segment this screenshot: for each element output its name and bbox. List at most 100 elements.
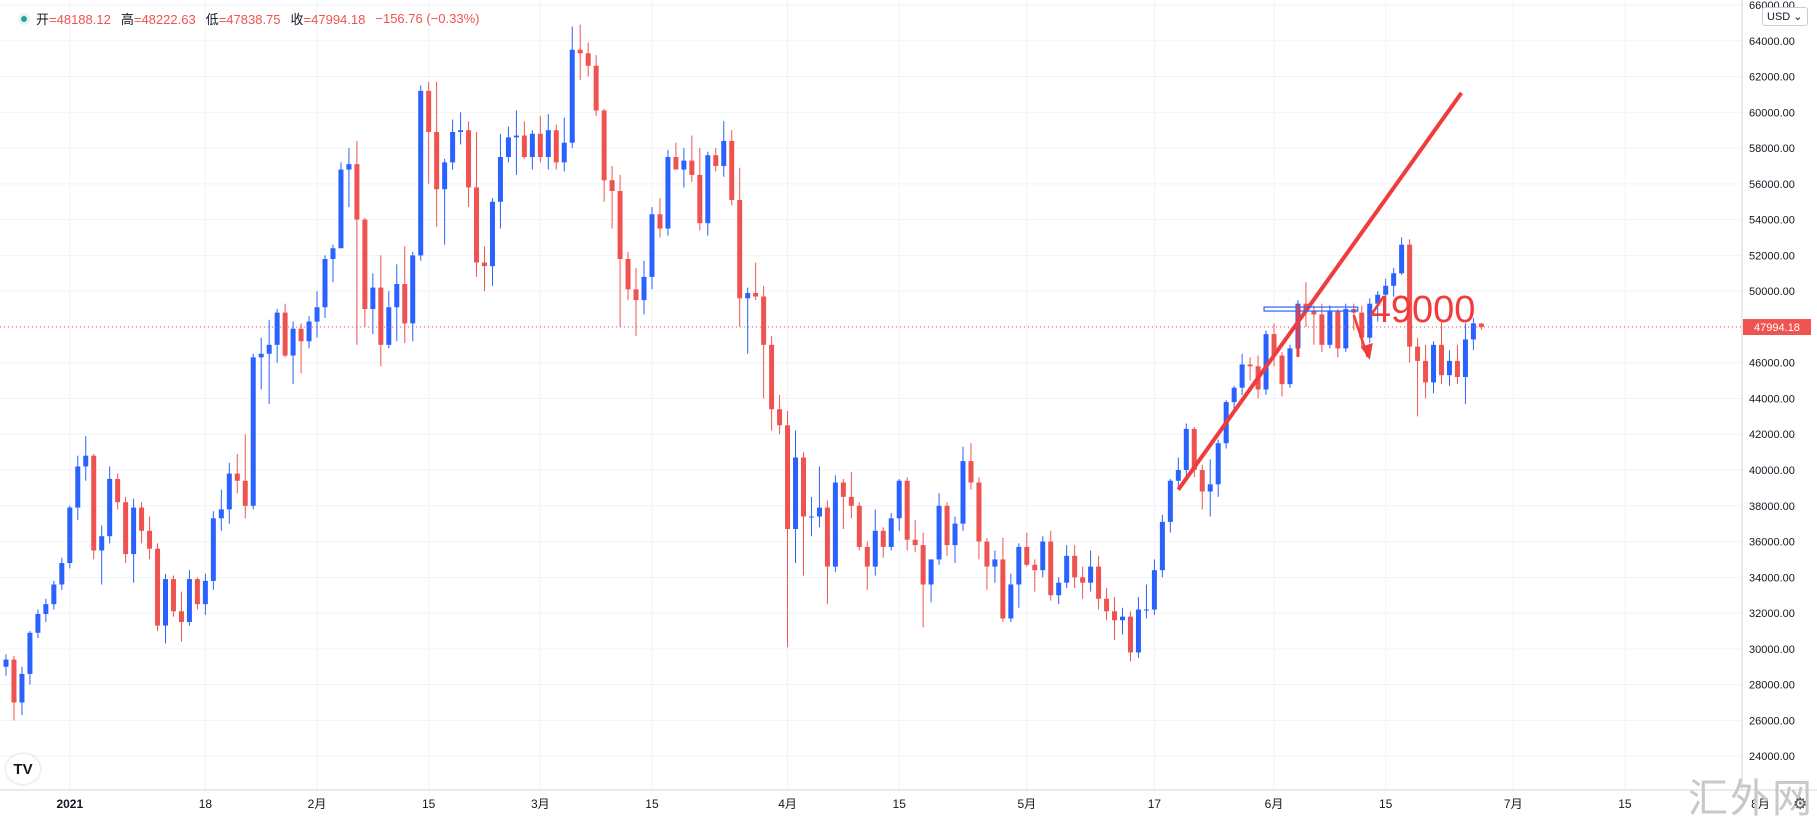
candle <box>1135 596 1141 658</box>
candle <box>745 287 751 354</box>
candle <box>537 115 543 163</box>
candle <box>593 55 599 116</box>
candle <box>170 575 176 617</box>
y-tick-label: 28000.00 <box>1749 680 1795 692</box>
candle <box>529 130 535 170</box>
candle <box>864 541 870 590</box>
close-label: 收 <box>290 12 304 27</box>
candle <box>91 453 97 560</box>
candle <box>896 478 902 531</box>
candle <box>713 148 719 172</box>
candle <box>1000 537 1006 623</box>
high-label: 高 <box>120 12 134 27</box>
candle <box>202 573 208 615</box>
candle <box>1120 607 1125 635</box>
candle <box>984 537 990 590</box>
candle <box>553 124 559 170</box>
candle <box>314 291 320 338</box>
candle <box>968 443 974 490</box>
time-axis: 2021182月153月154月155月176月157月158月169月1510… <box>56 797 1770 811</box>
y-tick-label: 50000.00 <box>1749 286 1795 298</box>
candle <box>290 321 296 385</box>
candle <box>952 516 958 564</box>
candle <box>386 291 392 349</box>
y-tick-label: 34000.00 <box>1749 572 1795 584</box>
candle <box>474 131 480 277</box>
y-tick-label: 24000.00 <box>1749 751 1795 763</box>
y-tick-label: 30000.00 <box>1749 644 1795 656</box>
candle <box>888 512 894 551</box>
tradingview-logo[interactable]: TV <box>6 754 40 784</box>
candle <box>928 559 934 603</box>
candle <box>737 167 743 327</box>
x-tick-label: 6月 <box>1265 797 1284 811</box>
candle <box>306 316 312 349</box>
candle <box>681 148 687 188</box>
candle <box>880 527 886 558</box>
candle <box>793 430 799 564</box>
candle <box>769 335 775 431</box>
candle <box>673 142 679 170</box>
y-tick-label: 60000.00 <box>1749 107 1795 119</box>
candle <box>1127 611 1133 662</box>
candle <box>625 251 631 301</box>
gear-icon[interactable]: ⚙ <box>1793 796 1808 813</box>
candle <box>107 466 113 544</box>
candle <box>178 591 184 642</box>
candle <box>633 267 639 336</box>
candle <box>856 502 862 551</box>
candle <box>569 26 575 149</box>
candle <box>362 217 368 327</box>
candle <box>370 273 376 335</box>
y-tick-label: 42000.00 <box>1749 429 1795 441</box>
y-tick-label: 52000.00 <box>1749 250 1795 262</box>
x-tick-label: 5月 <box>1017 797 1036 811</box>
candle <box>1183 423 1189 478</box>
price-axis: 24000.00 26000.00 28000.00 30000.00 32000.00… <box>1749 0 1795 763</box>
candle <box>242 434 248 519</box>
candle <box>1016 543 1022 608</box>
x-tick-label: 4月 <box>778 797 797 811</box>
candle <box>1072 545 1078 589</box>
candle <box>761 285 767 399</box>
candle <box>1040 536 1046 578</box>
x-tick-label: 15 <box>1379 797 1393 811</box>
candle <box>641 260 647 315</box>
candle <box>1032 559 1038 592</box>
currency-label: USD <box>1767 11 1791 23</box>
candle <box>1287 344 1293 388</box>
candle <box>155 543 161 631</box>
candle <box>1112 596 1118 640</box>
candle <box>1048 530 1054 601</box>
candle <box>43 598 49 623</box>
candle <box>1470 317 1476 351</box>
candle <box>976 477 982 560</box>
y-tick-label: 36000.00 <box>1749 537 1795 549</box>
candle <box>1335 309 1341 358</box>
currency-select[interactable]: USD ⌄ <box>1762 7 1808 26</box>
candle <box>561 117 567 172</box>
candle <box>418 85 424 261</box>
candle <box>936 493 942 565</box>
open-label: 开 <box>36 12 50 27</box>
candle <box>1096 555 1102 610</box>
y-tick-label: 26000.00 <box>1749 715 1795 727</box>
x-tick-label: 8月 <box>1751 797 1770 811</box>
candle <box>489 198 495 286</box>
candle <box>1215 439 1221 497</box>
candle <box>482 246 487 292</box>
candle <box>848 471 854 519</box>
site-watermark: 汇外网 <box>1688 776 1814 822</box>
candle <box>545 114 551 170</box>
candle <box>27 630 33 685</box>
candle <box>1175 457 1181 490</box>
price-axis-bg[interactable] <box>1742 0 1817 790</box>
candle <box>442 158 448 245</box>
candle <box>665 149 671 236</box>
candle <box>434 81 440 227</box>
candle <box>1207 459 1213 517</box>
candle <box>960 446 966 531</box>
candle <box>338 162 344 249</box>
candle <box>729 130 735 206</box>
